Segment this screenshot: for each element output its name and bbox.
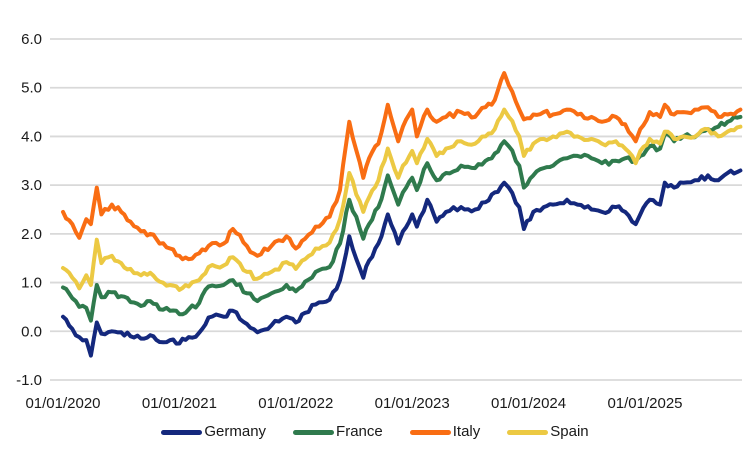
y-axis-tick-label: -1.0 [16, 372, 42, 389]
france-line-swatch-icon [293, 429, 335, 435]
y-axis-tick-label: 2.0 [21, 226, 42, 243]
series-line-spain [61, 107, 743, 292]
x-axis-tick-label: 01/01/2024 [491, 395, 566, 412]
spain-line-swatch-icon [507, 429, 549, 435]
x-axis-tick-label: 01/01/2020 [25, 395, 100, 412]
chart-legend: Germany France Italy Spain [0, 421, 750, 443]
y-axis-tick-label: 0.0 [21, 323, 42, 340]
germany-line-swatch-icon [161, 429, 203, 435]
x-axis-tick-label: 01/01/2025 [607, 395, 682, 412]
legend-item-france: France [293, 423, 383, 441]
legend-item-germany: Germany [161, 423, 266, 441]
y-axis-tick-label: 3.0 [21, 177, 42, 194]
y-axis-tick-label: 4.0 [21, 128, 42, 145]
legend-label: France [336, 423, 383, 440]
x-axis-tick-label: 01/01/2022 [258, 395, 333, 412]
y-axis-tick-label: 6.0 [21, 31, 42, 48]
legend-item-italy: Italy [409, 423, 481, 441]
legend-label: Spain [550, 423, 589, 440]
series-line-italy [61, 71, 743, 262]
legend-label: Italy [452, 423, 481, 440]
x-axis-tick-label: 01/01/2021 [142, 395, 217, 412]
series-line-germany [61, 168, 743, 358]
x-axis-tick-label: 01/01/2023 [375, 395, 450, 412]
y-axis-tick-label: 5.0 [21, 80, 42, 97]
series-line-france [61, 114, 743, 323]
italy-line-swatch-icon [409, 429, 451, 435]
y-axis-tick-label: 1.0 [21, 275, 42, 292]
legend-label: Germany [204, 423, 267, 440]
legend-item-spain: Spain [507, 423, 589, 441]
